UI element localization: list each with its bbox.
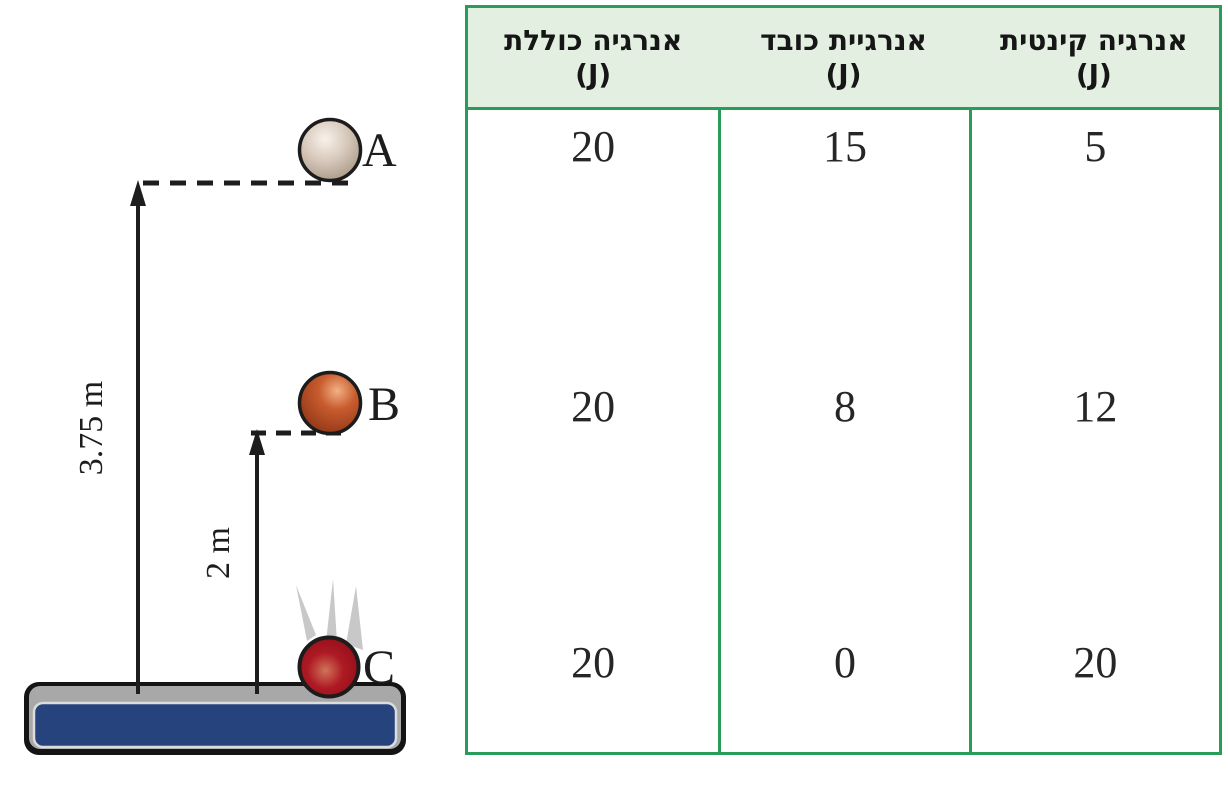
cell-gravity-c: 0 [833,638,856,687]
header-gravitational-energy-unit: (J) [825,57,862,91]
ball-a-label: A [362,124,397,177]
platform-blue-band [32,701,398,749]
ball-b-label: B [368,378,400,431]
falling-ball-diagram: A B C 3.75 m 2 m [24,117,406,755]
ball-a [297,117,363,183]
header-kinetic-energy: אנרגיה קינטית (J) [969,8,1219,107]
column-total-energy: 20 20 20 [468,110,718,752]
arrowhead-up-icon [130,180,146,206]
header-total-energy-unit: (J) [575,57,612,91]
cell-total-b: 20 [571,382,616,431]
cell-kinetic-b: 12 [1073,382,1118,431]
header-total-energy: אנרגיה כוללת (J) [468,8,718,107]
header-kinetic-energy-unit: (J) [1075,57,1112,91]
cell-gravity-a: 15 [822,122,867,171]
energy-table-body: 20 20 20 15 8 0 5 12 20 [468,110,1219,752]
height-label-3-75m: 3.75 m [73,381,110,475]
cell-total-a: 20 [571,122,616,171]
column-kinetic-energy: 5 12 20 [968,110,1219,752]
header-gravitational-energy: אנרגיית כובד (J) [718,8,968,107]
ball-b [297,370,363,436]
cell-kinetic-c: 20 [1073,638,1118,687]
ball-c-label: C [363,641,395,694]
ground-platform [24,682,406,755]
height-arrow-2m [249,429,265,694]
height-arrow-3-75m [130,180,146,694]
energy-table-header: אנרגיה כוללת (J) אנרגיית כובד (J) אנרגיה… [468,8,1219,110]
header-kinetic-energy-label: אנרגיה קינטית [1000,23,1188,57]
cell-gravity-b: 8 [833,382,856,431]
ball-c [297,635,361,699]
impact-spikes-icon [296,579,363,650]
header-total-energy-label: אנרגיה כוללת [504,23,683,57]
energy-table: אנרגיה כוללת (J) אנרגיית כובד (J) אנרגיה… [465,5,1222,755]
header-gravitational-energy-label: אנרגיית כובד [760,23,927,57]
height-label-2m: 2 m [200,527,237,579]
arrowhead-up-icon [249,429,265,455]
column-gravitational-energy: 15 8 0 [718,110,968,752]
cell-kinetic-a: 5 [1084,122,1107,171]
cell-total-c: 20 [571,638,616,687]
